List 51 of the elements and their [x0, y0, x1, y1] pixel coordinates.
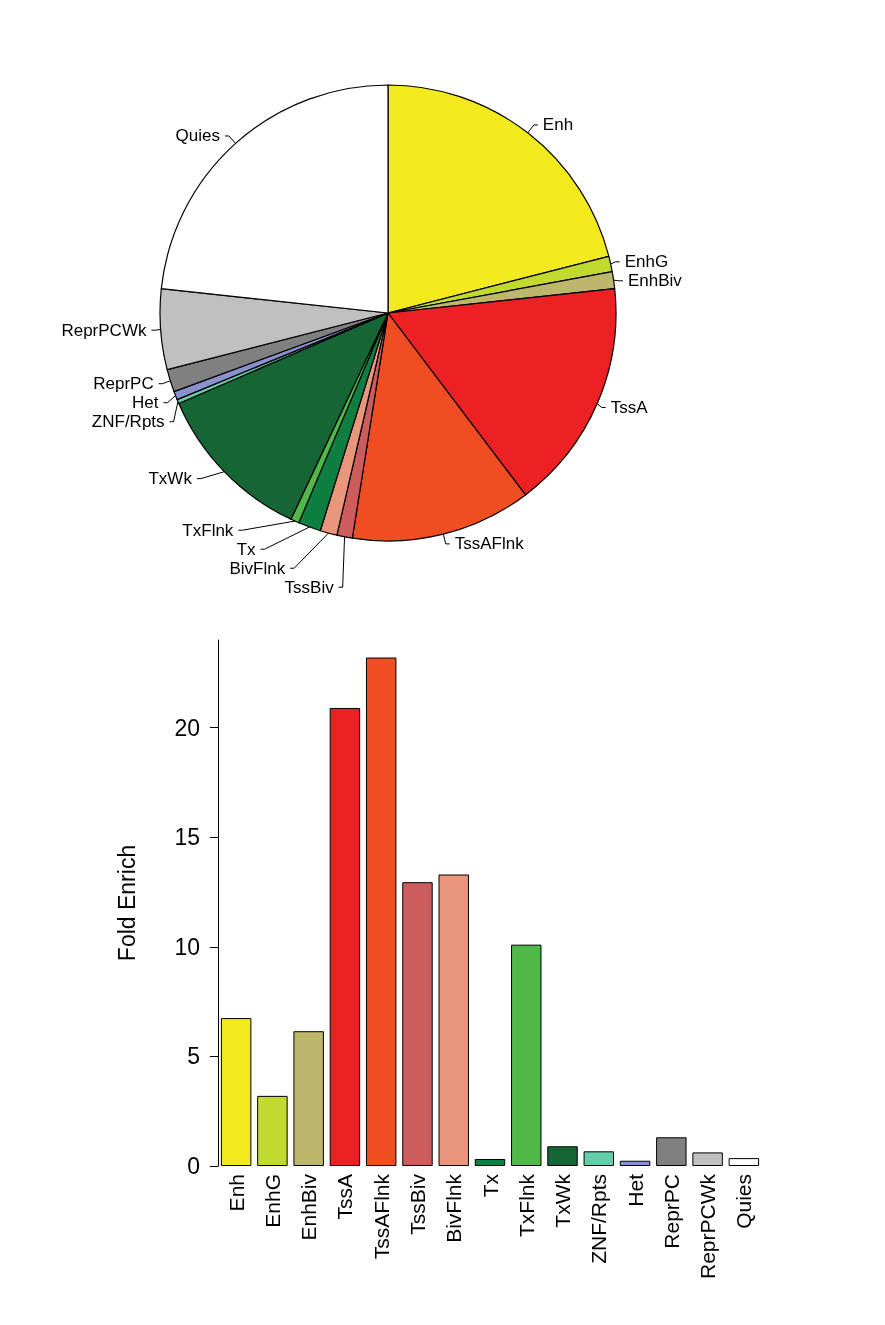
x-tick-label: EnhG: [260, 1174, 284, 1228]
x-tick-label: ReprPC: [659, 1174, 683, 1249]
slice-label: TssBiv: [284, 577, 335, 597]
slice-label: Quies: [175, 126, 220, 146]
y-tick-label: 10: [174, 933, 200, 960]
bar: [438, 874, 469, 1166]
x-tick-label: Tx: [478, 1173, 502, 1198]
slice-label: TssAFlnk: [454, 534, 525, 554]
bar: [511, 944, 542, 1166]
bar: [257, 1095, 288, 1166]
slice-label: Enh: [542, 115, 574, 135]
x-tick-label: Het: [623, 1173, 647, 1207]
x-tick-label: TssAFlnk: [369, 1173, 393, 1260]
x-tick-label: ZNF/Rpts: [587, 1174, 611, 1264]
y-tick-label: 5: [187, 1043, 200, 1070]
bar: [547, 1146, 578, 1166]
slice-label: Het: [132, 393, 159, 413]
slice-label: ReprPCWk: [61, 320, 147, 340]
x-tick-label: EnhBiv: [297, 1173, 321, 1241]
slice-label: ReprPC: [93, 374, 154, 394]
bar: [656, 1137, 687, 1166]
bar: [365, 657, 397, 1166]
y-axis-title: Fold Enrich: [113, 844, 140, 962]
bar: [619, 1160, 651, 1166]
slice-label: EnhG: [624, 252, 669, 272]
x-tick-label: ReprPCWk: [696, 1173, 720, 1280]
x-tick-label: TssA: [333, 1174, 357, 1220]
slice-label: EnhBiv: [627, 271, 683, 291]
bar: [692, 1152, 723, 1166]
y-tick-label: 15: [174, 824, 200, 851]
y-tick-label: 20: [174, 714, 200, 741]
bar: [329, 707, 361, 1166]
slice-label: Tx: [236, 539, 257, 559]
bar: [728, 1158, 760, 1166]
bar: [402, 882, 433, 1166]
bar: [474, 1158, 506, 1166]
bar: [220, 1018, 252, 1166]
bar: [583, 1151, 615, 1166]
slice-label: TxWk: [148, 469, 193, 489]
slice-label: TxFlnk: [182, 520, 234, 540]
x-tick-label: TxFlnk: [514, 1173, 538, 1237]
x-tick-label: BivFlnk: [442, 1173, 466, 1243]
x-tick-label: TssBiv: [405, 1173, 429, 1235]
slice-label: TssA: [610, 398, 649, 418]
y-tick-label: 0: [187, 1153, 200, 1179]
x-tick-label: Quies: [732, 1174, 756, 1229]
slice-label: ZNF/Rpts: [91, 412, 165, 432]
slice-label: BivFlnk: [229, 558, 286, 578]
bar: [293, 1031, 324, 1166]
x-tick-label: TxWk: [551, 1173, 575, 1228]
x-tick-label: Enh: [224, 1174, 248, 1212]
